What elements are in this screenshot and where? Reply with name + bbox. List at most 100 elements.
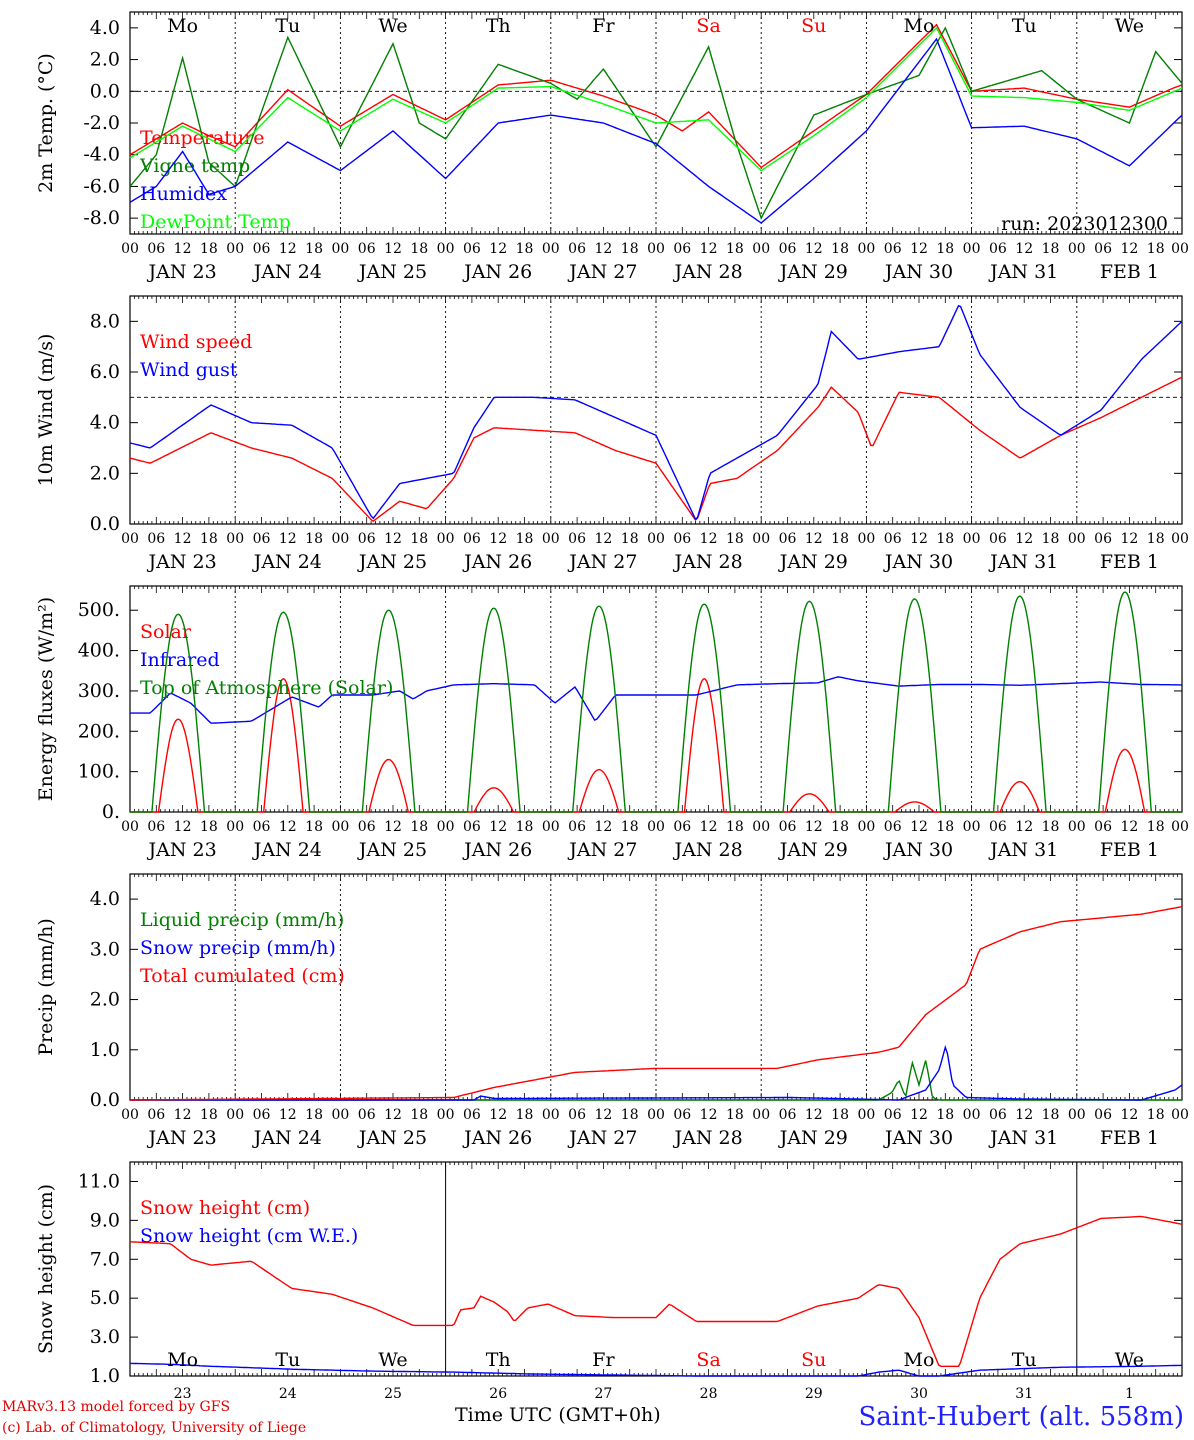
hour-label: 06 (568, 241, 586, 257)
hour-label: 18 (831, 1107, 849, 1123)
hour-label: 00 (752, 531, 770, 547)
hour-label: 18 (305, 241, 323, 257)
hour-label: 00 (121, 531, 139, 547)
hour-label: 00 (1171, 241, 1189, 257)
y-axis-label: Precip (mm/h) (35, 918, 57, 1056)
date-label: JAN 26 (462, 261, 532, 283)
date-label: JAN 26 (462, 1127, 532, 1149)
weekday-label: We (1115, 1349, 1144, 1371)
date-label: FEB 1 (1100, 839, 1159, 861)
hour-label: 12 (700, 241, 718, 257)
date-label: JAN 30 (883, 839, 953, 861)
legend-entry: Vigne temp (139, 155, 250, 177)
legend-entry: Solar (140, 621, 192, 643)
y-tick-label: 9.0 (90, 1209, 120, 1231)
weekday-label: We (378, 1349, 407, 1371)
y-tick-label: 2.0 (90, 989, 120, 1011)
hour-label: 06 (884, 819, 902, 835)
hour-label: 12 (279, 1107, 297, 1123)
series-line-humidex (129, 37, 1183, 224)
date-label: FEB 1 (1100, 551, 1159, 573)
hour-label: 18 (200, 531, 218, 547)
hour-label: 18 (621, 241, 639, 257)
hour-label: 18 (1042, 241, 1060, 257)
weekday-label: Mo (904, 15, 935, 37)
hour-label: 12 (805, 819, 823, 835)
hour-label: 18 (1147, 241, 1165, 257)
model-credit: MARv3.13 model forced by GFS (2, 1399, 231, 1415)
hour-label: 06 (1094, 531, 1112, 547)
hour-label: 00 (1068, 1107, 1086, 1123)
hour-label: 06 (463, 531, 481, 547)
date-label: 31 (1015, 1386, 1033, 1402)
hour-label: 00 (331, 819, 349, 835)
y-axis-label: Snow height (cm) (35, 1184, 57, 1354)
hour-label: 06 (673, 819, 691, 835)
hour-label: 18 (305, 1107, 323, 1123)
date-label: JAN 24 (252, 261, 322, 283)
y-tick-label: 4.0 (90, 888, 120, 910)
y-tick-label: 0.0 (90, 513, 120, 535)
hour-label: 00 (542, 241, 560, 257)
hour-label: 00 (226, 241, 244, 257)
hour-label: 06 (358, 531, 376, 547)
hour-label: 18 (200, 241, 218, 257)
y-tick-label: -8.0 (83, 207, 120, 229)
date-label: JAN 27 (567, 261, 637, 283)
hour-label: 18 (936, 241, 954, 257)
weekday-label: Mo (167, 15, 198, 37)
date-label: JAN 26 (462, 551, 532, 573)
hour-label: 12 (1015, 819, 1033, 835)
y-tick-label: -4.0 (83, 144, 120, 166)
date-label: JAN 31 (988, 551, 1058, 573)
hour-label: 18 (621, 1107, 639, 1123)
legend-entry: Snow precip (mm/h) (140, 937, 336, 959)
weekday-label: Fr (592, 1349, 615, 1371)
hour-label: 06 (673, 241, 691, 257)
weekday-label: Mo (904, 1349, 935, 1371)
hour-label: 00 (647, 1107, 665, 1123)
hour-label: 00 (963, 241, 981, 257)
hour-label: 18 (200, 1107, 218, 1123)
hour-label: 00 (1068, 531, 1086, 547)
weekday-label: We (1115, 15, 1144, 37)
hour-label: 12 (910, 1107, 928, 1123)
hour-label: 06 (147, 241, 165, 257)
hour-label: 18 (410, 819, 428, 835)
hour-label: 12 (805, 241, 823, 257)
hour-label: 18 (936, 819, 954, 835)
y-tick-label: 100. (78, 761, 120, 783)
hour-label: 12 (489, 241, 507, 257)
weekday-label: Tu (1012, 15, 1037, 37)
panel-4: 4.0 3.0 2.0 1.0 0.0 Precip (mm/h) 00 06 12 18 00 06… (35, 873, 1189, 1149)
hour-label: 12 (1015, 1107, 1033, 1123)
y-tick-label: 300. (78, 680, 120, 702)
hour-label: 18 (726, 241, 744, 257)
y-tick-label: 4.0 (90, 412, 120, 434)
weekday-label: Su (801, 1349, 826, 1371)
date-label: 28 (700, 1386, 718, 1402)
panel-3: 500. 400. 300. 200. 100. 0. Energy fluxes (W/m… (35, 585, 1189, 861)
hour-label: 00 (647, 819, 665, 835)
date-label: JAN 25 (357, 551, 427, 573)
hour-label: 00 (437, 1107, 455, 1123)
hour-label: 00 (857, 241, 875, 257)
hour-label: 18 (200, 819, 218, 835)
hour-label: 18 (305, 531, 323, 547)
hour-label: 00 (752, 1107, 770, 1123)
hour-label: 06 (989, 531, 1007, 547)
hour-label: 00 (1171, 1107, 1189, 1123)
y-tick-label: 0. (102, 801, 120, 823)
hour-label: 12 (384, 241, 402, 257)
weekday-label: Th (486, 15, 511, 37)
series-line-vigne-temp (129, 26, 1183, 220)
hour-label: 12 (174, 1107, 192, 1123)
hour-label: 06 (1094, 1107, 1112, 1123)
hour-label: 18 (1042, 819, 1060, 835)
date-label: JAN 31 (988, 839, 1058, 861)
hour-label: 18 (621, 531, 639, 547)
legend-entry: Total cumulated (cm) (140, 965, 345, 987)
date-label: JAN 31 (988, 1127, 1058, 1149)
plot-frame (129, 873, 1183, 1101)
date-label: JAN 24 (252, 551, 322, 573)
